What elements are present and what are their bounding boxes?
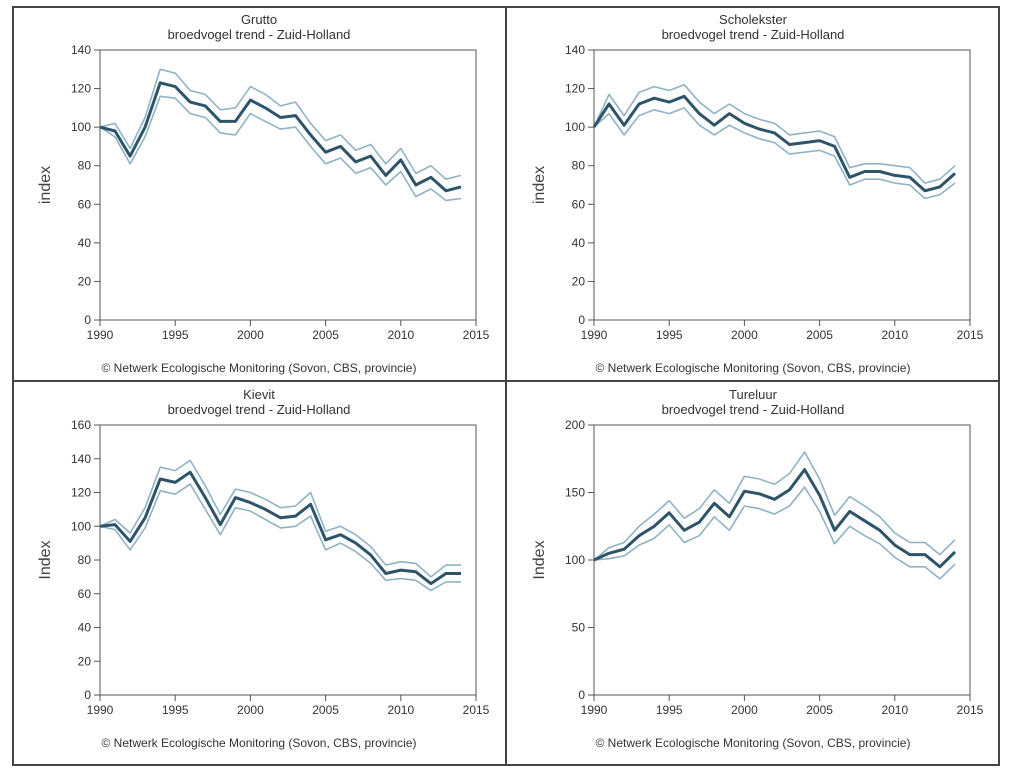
y-tick-label: 120 bbox=[565, 82, 585, 96]
chart-footer: © Netwerk Ecologische Monitoring (Sovon,… bbox=[101, 361, 417, 375]
y-axis-label: index bbox=[531, 166, 548, 204]
x-tick-label: 2005 bbox=[806, 703, 833, 717]
y-tick-label: 100 bbox=[71, 120, 91, 134]
x-tick-label: 2000 bbox=[237, 328, 264, 342]
plot-area-border bbox=[593, 424, 971, 696]
y-tick-label: 140 bbox=[71, 43, 91, 57]
y-tick-label: 200 bbox=[565, 418, 585, 432]
plot-area-border bbox=[99, 424, 477, 696]
y-tick-label: 40 bbox=[78, 236, 92, 250]
y-tick-label: 140 bbox=[71, 452, 91, 466]
x-tick-label: 2005 bbox=[312, 328, 339, 342]
x-tick-label: 2000 bbox=[237, 703, 264, 717]
series-line-upper-bound bbox=[593, 83, 956, 184]
plot-area-border bbox=[593, 49, 971, 321]
x-tick-label: 2015 bbox=[957, 703, 984, 717]
chart-svg: 0 20 40 60 80 100 120 140 160 1990 1995 2000 2005 201… bbox=[37, 418, 490, 717]
chart-svg: 0 50 100 150 200 1990 1995 2000 2005 2010 2015 Inde… bbox=[531, 418, 984, 717]
y-tick-label: 100 bbox=[71, 519, 91, 533]
y-tick-label: 80 bbox=[78, 553, 92, 567]
y-tick-label: 160 bbox=[71, 418, 91, 432]
y-tick-label: 20 bbox=[572, 274, 586, 288]
chart-subtitle: broedvogel trend - Zuid-Holland bbox=[167, 402, 351, 417]
y-tick-label: 50 bbox=[572, 621, 586, 635]
y-tick-label: 40 bbox=[572, 236, 586, 250]
x-tick-label: 2010 bbox=[881, 703, 908, 717]
series-line-lower-bound bbox=[99, 483, 461, 592]
panel-divider-vertical bbox=[505, 6, 507, 766]
chart-svg: 0 20 40 60 80 100 120 140 1990 1995 2000 2005 2010 20… bbox=[531, 43, 984, 342]
chart-panel-tureluur: Tureluur broedvogel trend - Zuid-Holland… bbox=[508, 383, 998, 755]
y-tick-label: 0 bbox=[84, 313, 91, 327]
y-tick-label: 100 bbox=[565, 553, 585, 567]
y-tick-label: 80 bbox=[78, 159, 92, 173]
x-tick-label: 1990 bbox=[87, 328, 114, 342]
plot-area-border bbox=[99, 49, 477, 321]
x-tick-label: 2010 bbox=[387, 328, 414, 342]
chart-panel-grutto: Grutto broedvogel trend - Zuid-Holland 0… bbox=[14, 8, 504, 380]
y-tick-label: 120 bbox=[71, 82, 91, 96]
y-tick-label: 60 bbox=[572, 197, 586, 211]
x-tick-label: 2010 bbox=[881, 328, 908, 342]
series-line-upper-bound bbox=[99, 68, 462, 180]
x-tick-label: 1990 bbox=[581, 703, 608, 717]
x-tick-label: 2000 bbox=[731, 328, 758, 342]
series-line-lower-bound bbox=[593, 107, 956, 200]
y-tick-label: 0 bbox=[578, 688, 585, 702]
y-tick-label: 60 bbox=[78, 197, 92, 211]
series-line-index bbox=[593, 468, 957, 569]
series-line-upper-bound bbox=[593, 451, 956, 561]
chart-subtitle: broedvogel trend - Zuid-Holland bbox=[661, 402, 845, 417]
series-line-lower-bound bbox=[593, 486, 956, 580]
x-tick-label: 2015 bbox=[957, 328, 984, 342]
series-line-index bbox=[99, 470, 461, 586]
chart-title: Kievit bbox=[243, 387, 275, 402]
chart-footer: © Netwerk Ecologische Monitoring (Sovon,… bbox=[595, 736, 911, 750]
chart-title: Scholekster bbox=[719, 12, 787, 27]
chart-panel-kievit: Kievit broedvogel trend - Zuid-Holland 0… bbox=[14, 383, 504, 755]
y-tick-label: 20 bbox=[78, 654, 92, 668]
x-tick-label: 1995 bbox=[656, 328, 683, 342]
y-tick-label: 60 bbox=[78, 587, 92, 601]
chart-panel-scholekster: Scholekster broedvogel trend - Zuid-Holl… bbox=[508, 8, 998, 380]
series-line-lower-bound bbox=[99, 95, 462, 202]
chart-svg: 0 20 40 60 80 100 120 140 1990 1995 2000 2005 2010 20… bbox=[37, 43, 490, 342]
y-tick-label: 120 bbox=[71, 486, 91, 500]
series-line-upper-bound bbox=[99, 459, 461, 578]
x-tick-label: 1990 bbox=[581, 328, 608, 342]
y-tick-label: 20 bbox=[78, 274, 92, 288]
panel-divider-horizontal bbox=[12, 380, 1000, 382]
chart-footer: © Netwerk Ecologische Monitoring (Sovon,… bbox=[595, 361, 911, 375]
chart-title: Grutto bbox=[240, 12, 278, 27]
x-tick-label: 2015 bbox=[463, 703, 490, 717]
x-tick-label: 1990 bbox=[87, 703, 114, 717]
x-tick-label: 2010 bbox=[387, 703, 414, 717]
y-tick-label: 0 bbox=[84, 688, 91, 702]
series-line-index bbox=[99, 81, 462, 193]
y-tick-label: 80 bbox=[572, 159, 586, 173]
y-tick-label: 150 bbox=[565, 486, 585, 500]
chart-subtitle: broedvogel trend - Zuid-Holland bbox=[167, 27, 351, 42]
x-tick-label: 2015 bbox=[463, 328, 490, 342]
chart-subtitle: broedvogel trend - Zuid-Holland bbox=[661, 27, 845, 42]
y-tick-label: 100 bbox=[565, 120, 585, 134]
x-tick-label: 1995 bbox=[162, 703, 189, 717]
y-axis-label: Index bbox=[531, 540, 548, 579]
x-tick-label: 2005 bbox=[312, 703, 339, 717]
chart-footer: © Netwerk Ecologische Monitoring (Sovon,… bbox=[101, 736, 417, 750]
y-axis-label: index bbox=[37, 166, 54, 204]
y-tick-label: 140 bbox=[565, 43, 585, 57]
y-tick-label: 40 bbox=[78, 621, 92, 635]
x-tick-label: 2005 bbox=[806, 328, 833, 342]
y-tick-label: 0 bbox=[578, 313, 585, 327]
x-tick-label: 1995 bbox=[656, 703, 683, 717]
x-tick-label: 1995 bbox=[162, 328, 189, 342]
series-line-index bbox=[592, 94, 956, 193]
y-axis-label: Index bbox=[37, 540, 54, 579]
chart-title: Tureluur bbox=[729, 387, 777, 402]
x-tick-label: 2000 bbox=[731, 703, 758, 717]
